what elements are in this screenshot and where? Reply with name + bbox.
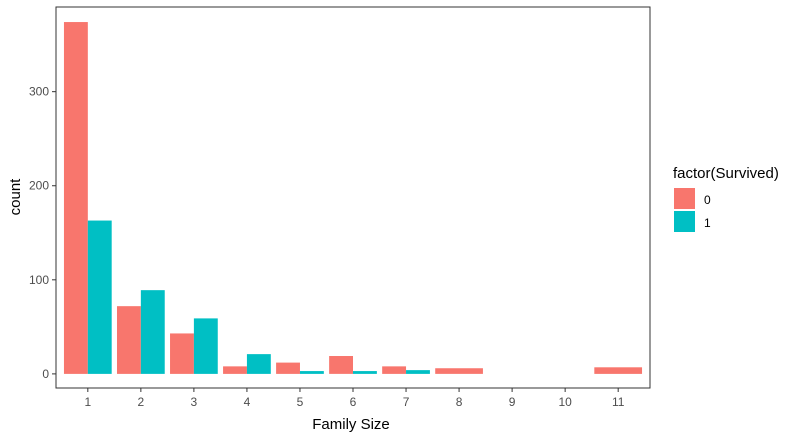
bar-series-0-x-5: [276, 362, 300, 374]
legend-key-1: [674, 211, 695, 232]
bar-series-0-x-7: [382, 366, 407, 374]
bar-series-1-x-3: [193, 318, 218, 374]
bar-series-1-x-6: [353, 371, 377, 374]
x-tick-label-5: 5: [297, 395, 304, 409]
y-axis-ticks: 0 100 200 300: [29, 85, 56, 381]
x-tick-label-7: 7: [403, 395, 410, 409]
x-tick-label-4: 4: [244, 395, 251, 409]
bar-series-1-x-4: [246, 354, 271, 374]
x-tick-label-2: 2: [138, 395, 145, 409]
x-tick-label-11: 11: [612, 395, 625, 409]
bar-series-1-x-5: [299, 371, 324, 374]
legend-key-0: [674, 188, 695, 209]
bar-series-1-x-2: [140, 290, 165, 374]
bar-series-0-x-11: [594, 367, 643, 374]
y-tick-label-200: 200: [29, 179, 49, 193]
bar-series-1-x-1: [87, 220, 112, 374]
legend-title: factor(Survived): [673, 165, 779, 182]
x-axis-title: Family Size: [312, 416, 390, 433]
bar-series-0-x-1: [63, 22, 88, 374]
y-axis-title: count: [7, 178, 24, 216]
x-axis-ticks: 1 2 3 4 5 6 7 8 9 10 11: [84, 388, 625, 409]
bar-series-0-x-4: [223, 366, 247, 374]
x-tick-label-6: 6: [350, 395, 357, 409]
y-tick-label-300: 300: [29, 85, 49, 99]
x-tick-label-8: 8: [456, 395, 463, 409]
y-tick-label-100: 100: [29, 273, 49, 287]
legend: factor(Survived) 0 1: [673, 165, 779, 232]
bar-series-0-x-2: [116, 306, 141, 374]
legend-label-0: 0: [704, 193, 711, 207]
legend-label-1: 1: [704, 216, 711, 230]
x-tick-label-9: 9: [509, 395, 516, 409]
bar-series-0-x-3: [170, 333, 194, 374]
x-tick-label-10: 10: [558, 395, 572, 409]
y-tick-label-0: 0: [42, 367, 49, 381]
bar-series-1-x-7: [406, 370, 430, 374]
bar-series-0-x-8: [435, 368, 483, 374]
bar-series-0-x-6: [329, 356, 353, 374]
bars-group: [63, 22, 643, 374]
x-tick-label-3: 3: [191, 395, 198, 409]
x-tick-label-1: 1: [84, 395, 91, 409]
